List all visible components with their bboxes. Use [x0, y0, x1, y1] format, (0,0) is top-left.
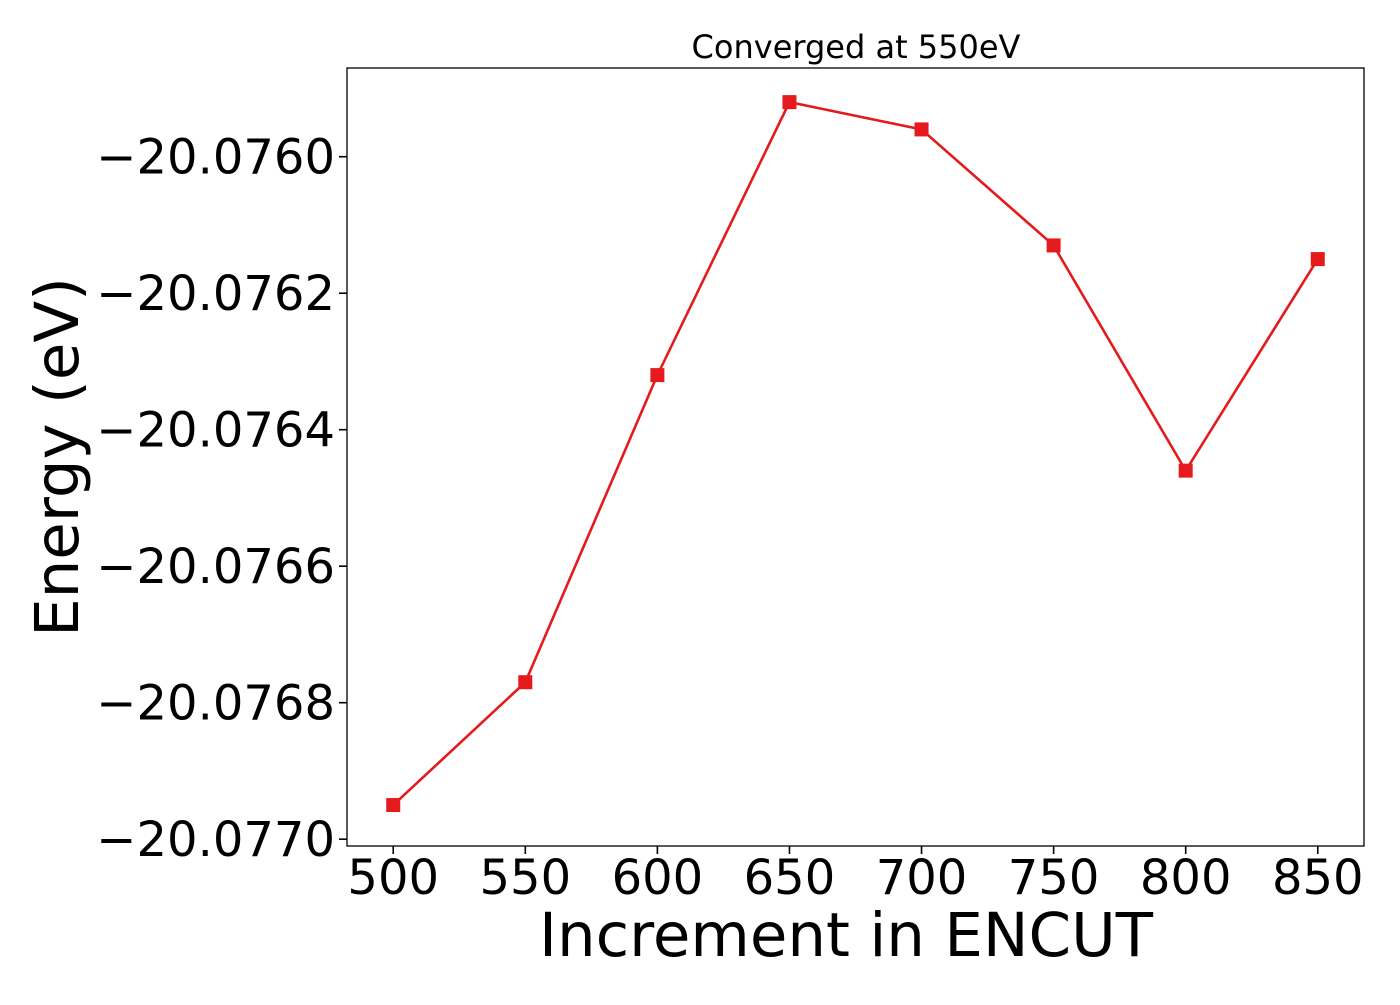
x-tick-label: 600 [612, 850, 704, 906]
x-tick-label: 750 [1008, 850, 1100, 906]
y-tick-label: −20.0768 [96, 676, 335, 732]
x-tick-label: 650 [744, 850, 836, 906]
y-tick-label: −20.0762 [96, 266, 335, 322]
data-point-marker [650, 368, 665, 383]
y-tick-label: −20.0764 [96, 403, 335, 459]
data-point-marker [1310, 252, 1325, 267]
plot-area [346, 67, 1365, 847]
x-tick-label: 800 [1140, 850, 1232, 906]
y-tick-label: −20.0770 [96, 812, 335, 868]
x-tick-label: 700 [876, 850, 968, 906]
series-line [392, 100, 1319, 807]
y-tick-label: −20.0766 [96, 539, 335, 595]
series-layer [386, 95, 1325, 813]
x-axis: 500 550 600 650 700 750 800 850 [347, 846, 1364, 906]
data-point-marker [782, 95, 797, 110]
data-point-marker [1046, 238, 1061, 253]
x-tick-label: 850 [1272, 850, 1364, 906]
chart-title: Converged at 550eV [692, 28, 1021, 66]
data-point-marker [914, 122, 929, 137]
x-axis-label: Increment in ENCUT [539, 900, 1154, 971]
y-axis: −20.0760 −20.0762 −20.0764 −20.0766 −20.0768… [96, 130, 347, 868]
data-point-marker [518, 675, 533, 690]
y-axis-label: Energy (eV) [22, 277, 93, 637]
data-point-marker [386, 798, 401, 813]
x-tick-label: 550 [479, 850, 571, 906]
data-point-marker [1178, 463, 1193, 478]
x-tick-label: 500 [347, 850, 439, 906]
y-tick-label: −20.0760 [96, 130, 335, 186]
